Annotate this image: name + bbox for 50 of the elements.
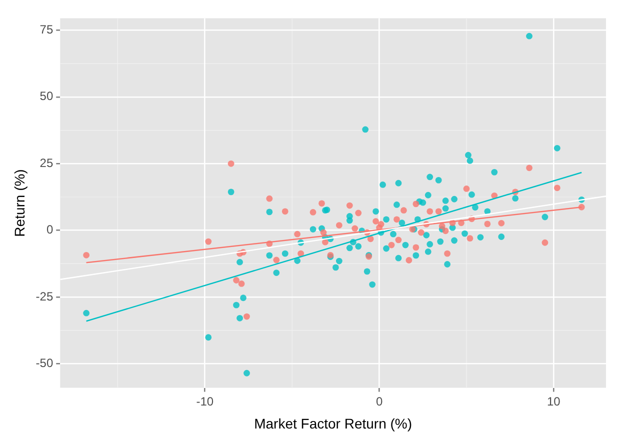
x-axis-title: Market Factor Return (%): [254, 415, 412, 432]
point: [244, 313, 250, 320]
point: [367, 236, 374, 242]
point: [435, 208, 442, 215]
point: [554, 184, 560, 192]
point: [294, 230, 301, 238]
point: [394, 216, 400, 223]
point: [273, 256, 280, 264]
point: [484, 220, 491, 228]
point: [395, 236, 402, 244]
point: [418, 229, 424, 236]
point: [320, 229, 327, 236]
y-tick-label: 75: [40, 22, 54, 37]
point: [238, 280, 245, 287]
x-tick-label: -10: [196, 394, 214, 408]
point: [318, 200, 325, 207]
x-tick-label: 0: [376, 394, 383, 408]
point: [355, 210, 362, 216]
point: [400, 207, 407, 214]
point: [463, 186, 470, 192]
y-tick-label: 0: [46, 222, 54, 237]
point: [444, 250, 450, 257]
point: [310, 209, 316, 216]
point: [233, 277, 240, 284]
x-tick-label: 10: [547, 394, 561, 408]
point: [498, 220, 505, 226]
point: [228, 160, 234, 167]
point: [406, 257, 412, 264]
point: [322, 238, 328, 246]
point: [266, 195, 273, 202]
point: [388, 242, 395, 248]
y-tick-label: 25: [40, 156, 54, 170]
point: [542, 239, 548, 246]
point: [426, 208, 434, 215]
point: [83, 252, 90, 258]
point: [412, 244, 420, 251]
point: [205, 238, 212, 245]
y-tick-label: -50: [36, 356, 54, 370]
y-tick-label: -25: [36, 289, 54, 304]
point: [352, 225, 358, 232]
point: [346, 202, 353, 209]
point: [372, 218, 379, 224]
point: [412, 200, 420, 208]
point: [526, 164, 532, 172]
point: [442, 228, 449, 234]
point: [466, 235, 474, 242]
point: [282, 208, 288, 215]
point: [336, 222, 342, 228]
y-tick-label: 50: [40, 89, 54, 104]
y-axis-title: Return (%): [11, 169, 28, 237]
